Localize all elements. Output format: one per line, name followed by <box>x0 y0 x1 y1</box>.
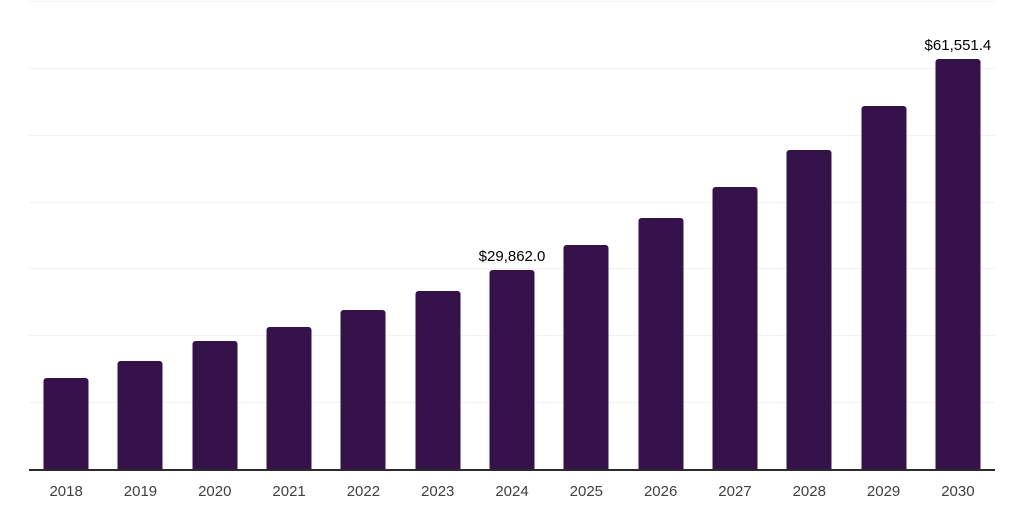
bars-container: $29,862.0 $61,551.4 <box>29 2 995 470</box>
x-tick-2027: 2027 <box>718 483 752 500</box>
bar-2025 <box>563 245 609 470</box>
bar-column-2025 <box>549 2 623 470</box>
bar-column-2029 <box>846 2 920 470</box>
x-tick-2021: 2021 <box>272 483 306 500</box>
x-tick-2023: 2023 <box>421 483 455 500</box>
bar-2027 <box>712 187 758 470</box>
value-label-2024: $29,862.0 <box>478 248 546 266</box>
bar-column-2027 <box>698 2 772 470</box>
x-tick-2026: 2026 <box>643 483 678 500</box>
gridline-40000 <box>29 201 995 203</box>
bar-column-2022 <box>326 2 400 470</box>
bar-column-2020 <box>178 2 252 470</box>
x-tick-2018: 2018 <box>49 483 83 500</box>
gridline-50000 <box>29 134 995 136</box>
bar-column-2028 <box>772 2 846 470</box>
bar-2021 <box>266 326 312 470</box>
x-tick-2030: 2030 <box>941 483 975 500</box>
gridline-70000 <box>29 1 995 2</box>
x-tick-2019: 2019 <box>123 483 158 500</box>
bar-2030 <box>935 58 981 470</box>
bar-column-2019 <box>103 2 177 470</box>
bar-column-2030: $61,551.4 <box>921 2 995 470</box>
x-tick-2020: 2020 <box>198 483 232 500</box>
gridline-30000 <box>29 268 995 270</box>
bar-column-2023 <box>401 2 475 470</box>
x-tick-2024: 2024 <box>495 483 529 500</box>
bar-2019 <box>117 361 163 470</box>
bar-column-2026 <box>624 2 698 470</box>
bar-2028 <box>786 149 832 470</box>
x-tick-2025: 2025 <box>569 483 604 500</box>
bar-column-2018 <box>29 2 103 470</box>
value-label-2030: $61,551.4 <box>924 36 992 54</box>
x-tick-2022: 2022 <box>346 483 381 500</box>
plot-area: $29,862.0 $61,551.4 <box>29 1 995 471</box>
bar-2022 <box>340 310 386 470</box>
x-axis-line <box>29 469 995 471</box>
bar-column-2024: $29,862.0 <box>475 2 549 470</box>
gridline-60000 <box>29 67 995 69</box>
bar-2020 <box>192 340 238 470</box>
bar-2026 <box>638 217 684 470</box>
x-tick-2028: 2028 <box>792 483 826 500</box>
x-axis-labels: 2018 2019 2020 2021 2022 2023 2024 2025 2026 2027… <box>29 484 995 500</box>
bar-2029 <box>861 106 907 470</box>
bar-column-2021 <box>252 2 326 470</box>
bar-2024 <box>489 270 535 470</box>
bar-2023 <box>415 290 461 470</box>
x-tick-2029: 2029 <box>866 483 901 500</box>
bar-2018 <box>43 378 89 470</box>
